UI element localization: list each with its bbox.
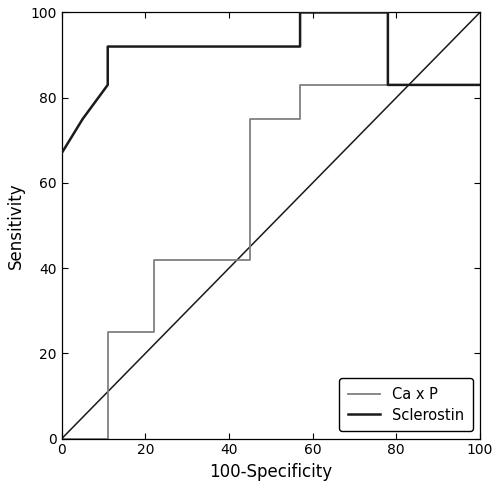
Legend: Ca x P, Sclerostin: Ca x P, Sclerostin xyxy=(339,378,472,431)
X-axis label: 100-Specificity: 100-Specificity xyxy=(209,463,332,481)
Y-axis label: Sensitivity: Sensitivity xyxy=(7,182,25,269)
